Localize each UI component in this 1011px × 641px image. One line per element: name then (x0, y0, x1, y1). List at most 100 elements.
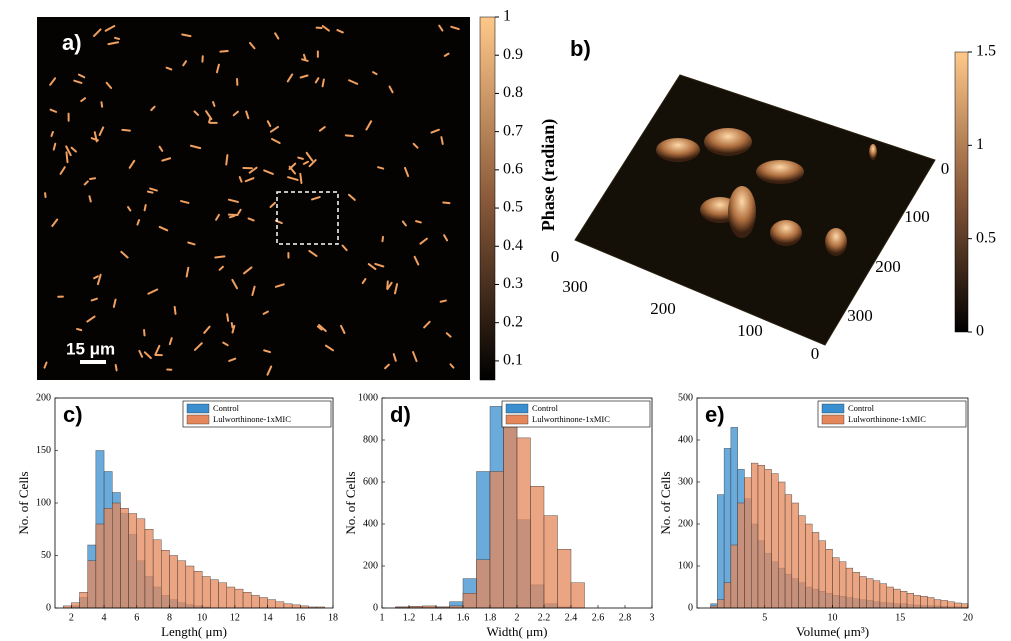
bar (805, 523, 813, 609)
bar (886, 586, 894, 609)
bar (275, 601, 285, 609)
x-tick-label: 2 (515, 612, 520, 623)
bar (95, 523, 105, 609)
bar (940, 600, 948, 609)
bar (784, 494, 793, 609)
bar (947, 601, 955, 609)
bar (210, 579, 219, 609)
bar (226, 586, 236, 609)
colorbar-tick-label: 0.5 (503, 199, 523, 216)
x-axis-label: Width( μm) (487, 624, 548, 639)
bar (79, 592, 88, 609)
bar (259, 597, 268, 609)
bar (893, 588, 901, 609)
bar (161, 550, 170, 609)
y-tick-label: 150 (36, 445, 51, 456)
bar (859, 576, 867, 609)
y-tick-label: 300 (678, 476, 693, 487)
axis-tick-label: 100 (737, 321, 763, 340)
x-tick-label: 16 (295, 612, 305, 623)
bar (798, 515, 806, 609)
bar (177, 560, 187, 609)
legend-label: Lulworthinone-1xMIC (532, 414, 610, 424)
x-axis-label: Length( μm) (161, 624, 227, 639)
y-axis-label: No. of Cells (343, 471, 358, 534)
bar (201, 576, 211, 609)
bar (954, 602, 962, 609)
legend-swatch (505, 403, 529, 414)
colorbar-tick-label: 0.5 (976, 229, 996, 246)
x-tick-label: 1.2 (403, 612, 416, 623)
bar (169, 555, 178, 609)
y-tick-label: 100 (36, 497, 51, 508)
colorbar-tick-label: 1 (503, 8, 511, 25)
bar (530, 486, 545, 609)
x-tick-label: 1.4 (430, 612, 443, 623)
bar (516, 437, 531, 609)
roi-box (276, 191, 339, 245)
y-tick-label: 0 (373, 602, 378, 613)
bar (791, 502, 799, 609)
bar (778, 481, 786, 609)
bar (152, 539, 162, 609)
bar (267, 599, 276, 609)
bar (872, 580, 881, 609)
colorbar-tick-label: 0.3 (503, 275, 523, 292)
legend-swatch (505, 414, 529, 425)
bar (900, 591, 908, 609)
y-tick-label: 0 (688, 602, 693, 613)
bar (87, 560, 97, 609)
z-axis-label: Phase (radian) (538, 119, 559, 232)
bar (185, 565, 195, 609)
bar (543, 515, 558, 609)
bar (764, 469, 772, 609)
axis-tick-label: 0 (551, 247, 560, 266)
bar (825, 549, 833, 609)
bar (242, 592, 252, 609)
bar (723, 582, 732, 609)
bar (557, 549, 572, 609)
bar (283, 603, 293, 609)
axis-tick-label: 0 (941, 159, 950, 178)
colorbar-tick-label: 0.9 (503, 46, 523, 63)
bar (811, 532, 820, 609)
x-tick-label: 2 (69, 612, 74, 623)
y-tick-label: 1000 (358, 392, 378, 403)
x-tick-label: 12 (230, 612, 240, 623)
x-tick-label: 2.8 (619, 612, 632, 623)
x-tick-label: 1 (380, 612, 385, 623)
y-tick-label: 200 (363, 560, 378, 571)
y-tick-label: 200 (36, 392, 51, 403)
x-tick-label: 14 (263, 612, 273, 623)
bar (193, 571, 203, 609)
x-tick-label: 2.4 (565, 612, 578, 623)
colorbar (954, 51, 969, 333)
colorbar-tick-label: 0.2 (503, 313, 523, 330)
bar (906, 593, 915, 609)
colorbar-tick-label: 0.4 (503, 237, 523, 254)
x-tick-label: 2.6 (592, 612, 605, 623)
colorbar-tick-label: 0.7 (503, 122, 523, 139)
x-tick-label: 10 (828, 612, 838, 623)
y-tick-label: 800 (363, 434, 378, 445)
y-tick-label: 200 (678, 518, 693, 529)
bar (744, 477, 752, 609)
scale-bar-label: 15 μm (66, 339, 115, 358)
x-tick-label: 8 (167, 612, 172, 623)
bar (818, 540, 826, 609)
bar (757, 465, 765, 609)
x-tick-label: 1.8 (484, 612, 497, 623)
bar (730, 544, 738, 609)
bar (251, 595, 260, 609)
phase-image (37, 17, 470, 380)
x-tick-label: 10 (197, 612, 207, 623)
panel-label: c) (63, 402, 83, 427)
legend-swatch (186, 403, 210, 414)
cells (43, 24, 460, 376)
axis-tick-label: 200 (875, 257, 901, 276)
colorbar-tick-label: 1.5 (976, 43, 996, 60)
bar (852, 572, 860, 609)
x-tick-label: 6 (134, 612, 139, 623)
y-tick-label: 400 (363, 518, 378, 529)
colorbar-tick-label: 1 (976, 136, 984, 153)
